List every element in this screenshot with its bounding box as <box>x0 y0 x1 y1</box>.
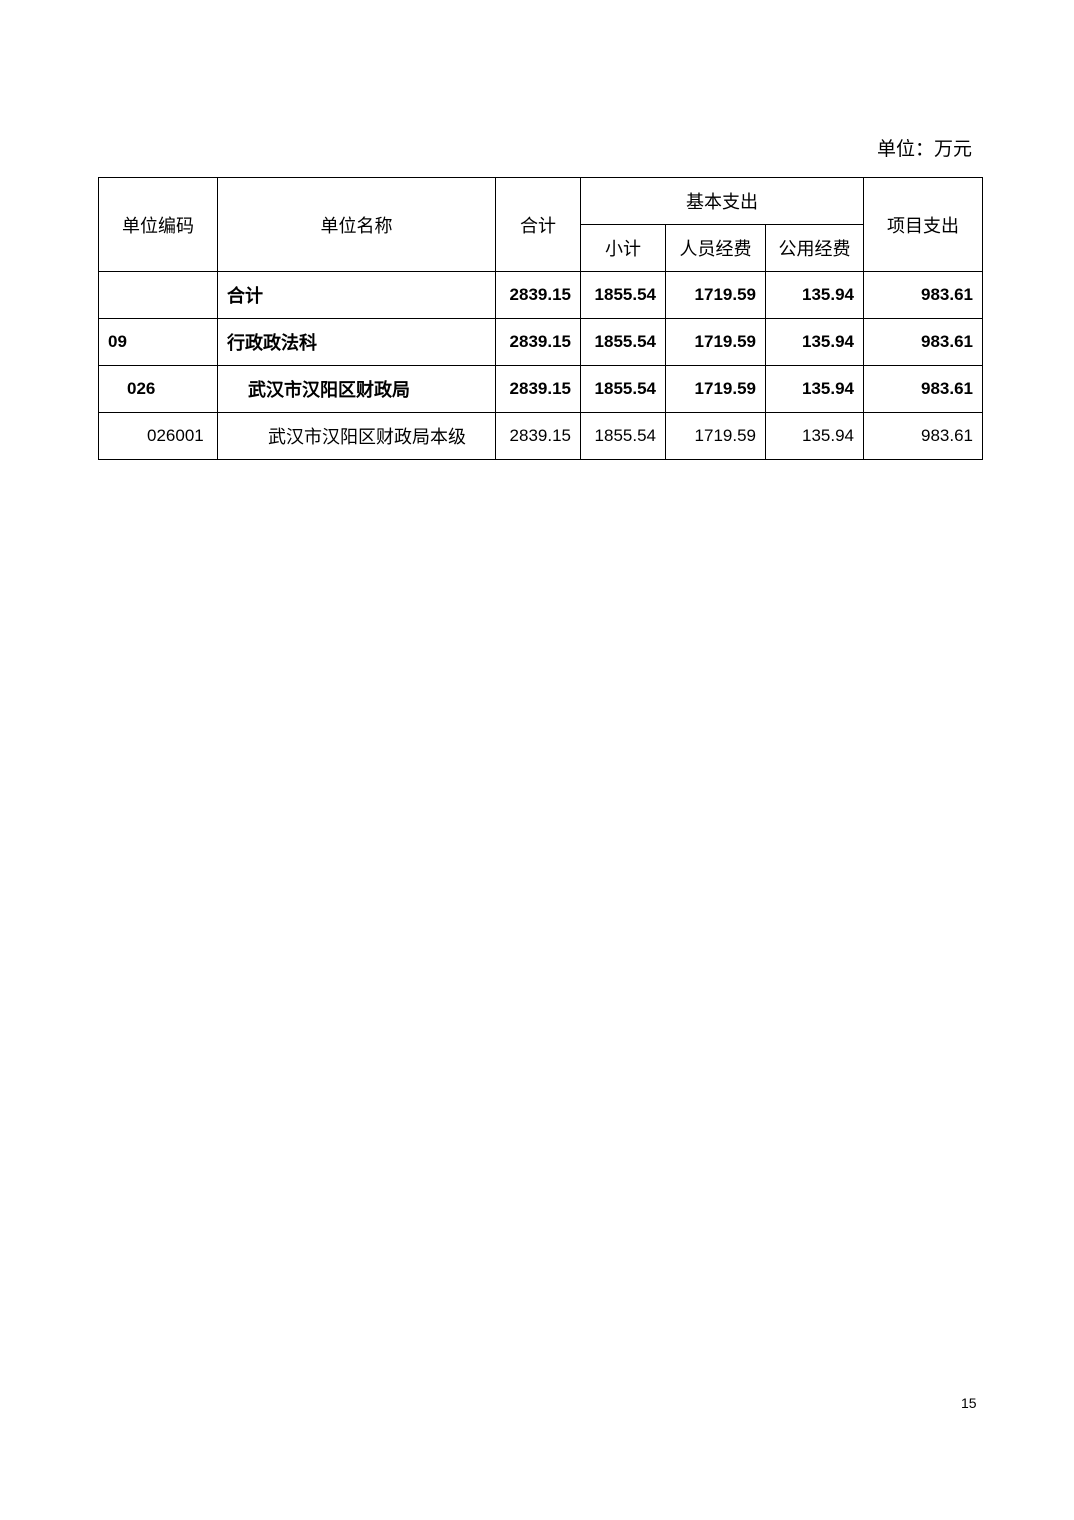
header-public: 公用经费 <box>765 224 864 272</box>
header-subtotal: 小计 <box>580 224 666 272</box>
header-code: 单位编码 <box>98 177 218 272</box>
cell-personnel: 1719.59 <box>665 271 766 319</box>
table-row: 09 行政政法科 2839.15 1855.54 1719.59 135.94 … <box>98 318 983 366</box>
header-project: 项目支出 <box>863 177 983 272</box>
cell-personnel: 1719.59 <box>665 318 766 366</box>
cell-total: 2839.15 <box>495 365 581 413</box>
cell-subtotal: 1855.54 <box>580 271 666 319</box>
cell-name: 合计 <box>217 271 496 319</box>
cell-total: 2839.15 <box>495 412 581 460</box>
cell-code: 026 <box>98 365 218 413</box>
page-number: 15 <box>961 1395 977 1411</box>
header-total: 合计 <box>495 177 581 272</box>
cell-subtotal: 1855.54 <box>580 365 666 413</box>
cell-project: 983.61 <box>863 318 983 366</box>
cell-public: 135.94 <box>765 412 864 460</box>
cell-total: 2839.15 <box>495 318 581 366</box>
table-row: 026 武汉市汉阳区财政局 2839.15 1855.54 1719.59 13… <box>98 365 983 413</box>
header-personnel: 人员经费 <box>665 224 766 272</box>
cell-subtotal: 1855.54 <box>580 412 666 460</box>
unit-label: 单位：万元 <box>876 138 972 160</box>
table-row: 合计 2839.15 1855.54 1719.59 135.94 983.61 <box>98 271 983 319</box>
cell-name: 行政政法科 <box>217 318 496 366</box>
cell-name: 武汉市汉阳区财政局 <box>217 365 496 413</box>
cell-public: 135.94 <box>765 365 864 413</box>
cell-subtotal: 1855.54 <box>580 318 666 366</box>
cell-code <box>98 271 218 319</box>
cell-personnel: 1719.59 <box>665 412 766 460</box>
cell-name: 武汉市汉阳区财政局本级 <box>217 412 496 460</box>
cell-project: 983.61 <box>863 365 983 413</box>
cell-project: 983.61 <box>863 271 983 319</box>
table-row: 026001 武汉市汉阳区财政局本级 2839.15 1855.54 1719.… <box>98 412 983 460</box>
subheader-row: 小计 人员经费 公用经费 <box>99 224 983 272</box>
header-name: 单位名称 <box>217 177 496 272</box>
cell-personnel: 1719.59 <box>665 365 766 413</box>
cell-public: 135.94 <box>765 318 864 366</box>
cell-public: 135.94 <box>765 271 864 319</box>
cell-code: 026001 <box>98 412 218 460</box>
cell-project: 983.61 <box>863 412 983 460</box>
budget-table: 单位编码 单位名称 合计 基本支出 项目支出 小计 人员经费 公用经费 合计 2… <box>98 177 983 460</box>
cell-total: 2839.15 <box>495 271 581 319</box>
header-row: 单位编码 单位名称 合计 基本支出 项目支出 <box>98 177 983 272</box>
cell-code: 09 <box>98 318 218 366</box>
header-basic: 基本支出 <box>580 177 864 225</box>
